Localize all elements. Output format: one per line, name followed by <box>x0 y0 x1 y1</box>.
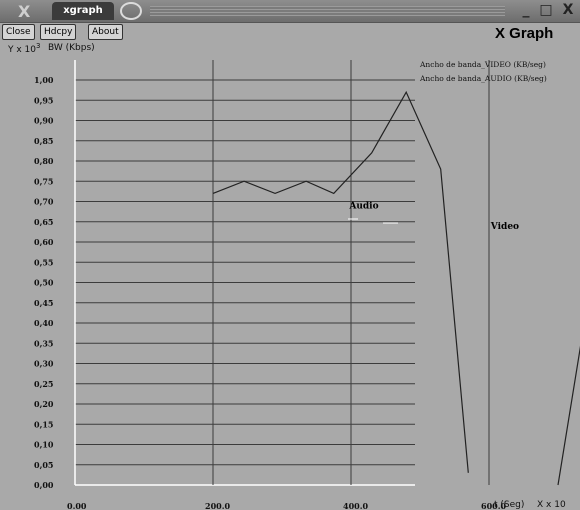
y-tick-label: 0,95 <box>34 95 53 105</box>
y-tick-label: 0,75 <box>34 176 53 186</box>
y-tick-label: 0,40 <box>34 318 54 328</box>
legend-entry: Ancho de banda_VIDEO (KB/seg) <box>419 60 546 69</box>
close-button[interactable]: Close <box>2 24 35 40</box>
y-tick-label: 0,05 <box>34 460 53 470</box>
y-tick-label: 0,65 <box>34 217 53 227</box>
y-scale-label: Y x 103 <box>8 42 41 55</box>
x-tick-label: 200.0 <box>205 501 230 510</box>
legend-entry: Ancho de banda_AUDIO (KB/seg) <box>419 74 547 83</box>
y-tick-label: 0,20 <box>34 399 54 409</box>
y-tick-label: 0,90 <box>34 116 54 126</box>
window-title-tab[interactable]: xgraph <box>52 2 114 20</box>
y-tick-label: 0,80 <box>34 156 54 166</box>
series-line <box>212 90 469 473</box>
hardcopy-button[interactable]: Hdcpy <box>40 24 77 40</box>
y-tick-label: 0,25 <box>34 379 53 389</box>
x-tick-label: 0.00 <box>67 501 87 510</box>
y-tick-label: 0,85 <box>34 136 53 146</box>
series-line <box>557 345 580 486</box>
app-logo-icon <box>120 2 142 20</box>
annotation-label: Video <box>490 222 519 232</box>
close-window-button[interactable]: X <box>562 2 574 18</box>
y-tick-label: 0,50 <box>34 278 54 288</box>
y-tick-label: 0,60 <box>34 237 54 247</box>
maximize-button[interactable]: □ <box>539 2 553 18</box>
y-tick-label: 0,55 <box>34 257 53 267</box>
y-axis-title: BW (Kbps) <box>48 43 95 53</box>
window-menu-icon[interactable]: X <box>18 2 31 21</box>
y-tick-label: 0,00 <box>34 480 54 490</box>
app-title: X Graph <box>495 25 554 42</box>
y-tick-label: 0,15 <box>34 419 53 429</box>
minimize-button[interactable]: _ <box>522 2 530 18</box>
x-tick-label: 400.0 <box>343 501 368 510</box>
y-tick-label: 0,35 <box>34 338 53 348</box>
y-tick-label: 1,00 <box>34 75 54 85</box>
y-tick-label: 0,70 <box>34 197 54 207</box>
x-scale-label: X x 10 <box>537 500 566 510</box>
about-button[interactable]: About <box>88 24 123 40</box>
y-tick-label: 0,10 <box>34 440 54 450</box>
title-bar-grip[interactable] <box>150 6 505 16</box>
y-tick-label: 0,30 <box>34 359 54 369</box>
x-tick-label: 600.0 <box>481 501 506 510</box>
y-tick-label: 0,45 <box>34 298 53 308</box>
annotation-label: Audio <box>348 202 378 212</box>
title-bar: X xgraph _ □ X <box>0 0 580 23</box>
x-axis-title: t (Seg) <box>494 500 525 510</box>
